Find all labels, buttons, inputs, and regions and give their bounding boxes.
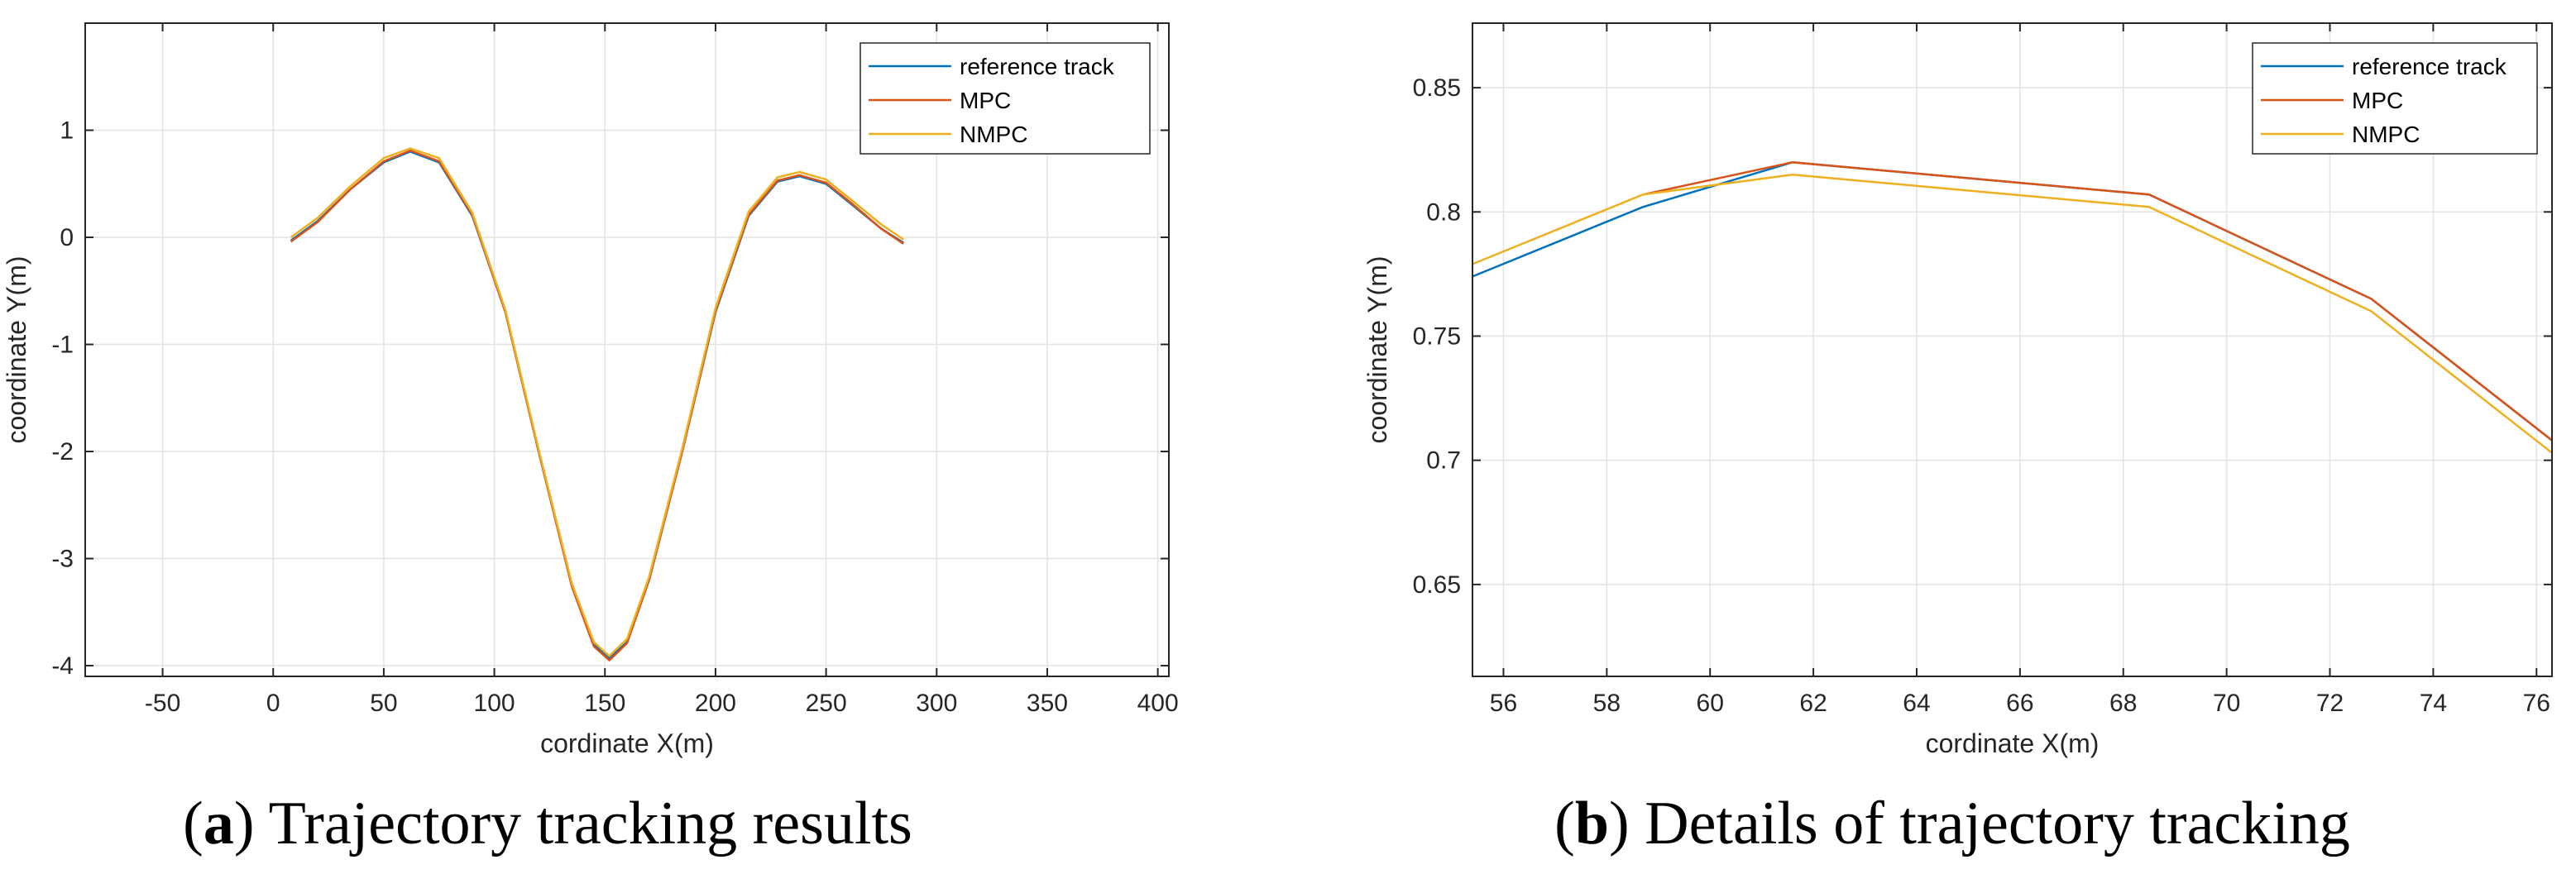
axes-box-a: [84, 22, 1170, 677]
series-line-a-nmpc: [290, 147, 904, 657]
legend-b: reference track MPC NMPC: [2252, 42, 2538, 155]
x-tick-label-a-1: 0: [266, 690, 280, 717]
x-tick-label-b-3: 62: [1799, 690, 1827, 717]
x-tick-label-b-8: 72: [2316, 690, 2344, 717]
x-tick-label-a-0: -50: [145, 690, 180, 717]
legend-label-a-mpc: MPC: [960, 88, 1011, 113]
x-tick-label-a-4: 150: [584, 690, 625, 717]
x-tick-label-b-10: 76: [2523, 690, 2550, 717]
x-tick-label-a-3: 100: [474, 690, 515, 717]
x-tick-label-b-9: 74: [2420, 690, 2447, 717]
caption-b: (b) Details of trajectory tracking: [1554, 790, 2350, 857]
caption-a-letter: a: [203, 790, 234, 857]
y-tick-label-b-1: 0.7: [1426, 447, 1461, 475]
series-line-b-nmpc: [1472, 173, 2553, 454]
y-tick-label-a-0: -4: [51, 652, 74, 680]
x-tick-label-b-2: 60: [1697, 690, 1724, 717]
caption-b-text: Details of trajectory tracking: [1645, 790, 2350, 857]
x-tick-label-a-9: 400: [1137, 690, 1179, 717]
legend-label-b-mpc: MPC: [2352, 88, 2403, 113]
x-tick-label-b-6: 68: [2109, 690, 2137, 717]
legend-label-b-reference: reference track: [2352, 54, 2507, 79]
x-tick-label-a-5: 200: [695, 690, 736, 717]
y-tick-label-b-4: 0.85: [1413, 74, 1461, 102]
x-tick-label-a-2: 50: [370, 690, 397, 717]
x-tick-label-b-1: 58: [1593, 690, 1621, 717]
x-tick-label-b-5: 66: [2006, 690, 2033, 717]
legend-box-a: [859, 42, 1151, 155]
x-axis-label-a: cordinate X(m): [540, 728, 714, 758]
x-tick-label-a-8: 350: [1027, 690, 1068, 717]
legend-label-a-nmpc: NMPC: [960, 122, 1027, 147]
y-tick-label-b-2: 0.75: [1413, 322, 1461, 350]
y-tick-label-a-4: 0: [60, 224, 74, 251]
y-tick-label-b-3: 0.8: [1426, 198, 1461, 226]
chart-b-trajectory-details: 56 58 60 62 64 66 68 70 72 74 76 0.65 0.7 0.75 0.8 0.85…: [1362, 22, 2553, 758]
series-line-b-mpc: [1642, 160, 2553, 442]
x-tick-label-b-0: 56: [1490, 690, 1517, 717]
legend-a: reference track MPC NMPC: [859, 42, 1151, 155]
x-tick-label-a-7: 300: [916, 690, 957, 717]
x-tick-label-a-6: 250: [806, 690, 847, 717]
x-axis-label-b: cordinate X(m): [1926, 728, 2100, 758]
legend-label-a-reference: reference track: [960, 54, 1115, 79]
chart-a-trajectory-tracking: -50 0 50 100 150 200 250 300 350 400 -4 -3 -2 -1 0 1 cor…: [2, 22, 1179, 758]
y-tick-label-a-5: 1: [60, 117, 74, 145]
series-line-a-mpc: [290, 149, 904, 661]
caption-b-letter: b: [1575, 790, 1609, 857]
x-tick-label-b-4: 64: [1903, 690, 1930, 717]
axes-box-b: [1472, 22, 2553, 677]
legend-box-b: [2252, 42, 2538, 155]
y-tick-label-a-3: -1: [51, 332, 74, 359]
caption-a: (a) Trajectory tracking results: [183, 790, 912, 857]
y-axis-label-b: coordinate Y(m): [1362, 256, 1392, 443]
caption-a-text: Trajectory tracking results: [269, 790, 912, 857]
legend-label-b-nmpc: NMPC: [2352, 122, 2420, 147]
x-tick-label-b-7: 70: [2213, 690, 2240, 717]
y-tick-label-a-2: -2: [51, 438, 74, 466]
y-axis-label-a: coordinate Y(m): [2, 256, 31, 443]
y-tick-label-a-1: -3: [51, 546, 74, 573]
y-tick-label-b-0: 0.65: [1413, 571, 1461, 599]
